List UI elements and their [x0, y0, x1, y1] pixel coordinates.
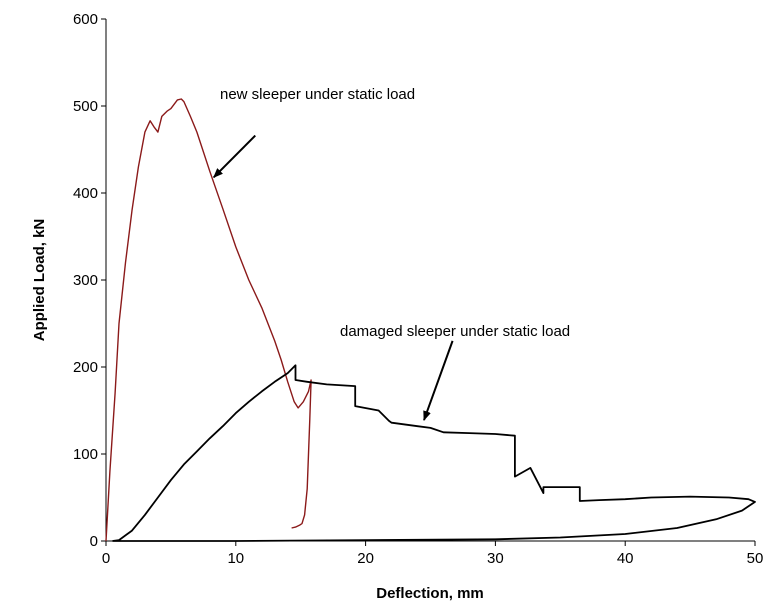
x-tick-label: 30	[487, 550, 504, 567]
axes: 0 100 200 300 400 500 600 0 10 20 30 40 50	[73, 11, 763, 567]
annotation-label: new sleeper under static load	[220, 86, 415, 103]
x-tick-label: 40	[617, 550, 634, 567]
series-line-damaged	[112, 364, 756, 542]
y-tick-label: 300	[73, 272, 98, 289]
y-tick-label: 200	[73, 359, 98, 376]
x-tick-label: 20	[357, 550, 374, 567]
annotation-arrow	[213, 134, 256, 179]
y-tick-label: 400	[73, 185, 98, 202]
series-line-new	[105, 98, 312, 542]
y-tick-label: 100	[73, 446, 98, 463]
x-tick-label: 0	[102, 550, 110, 567]
y-axis-title: Applied Load, kN	[31, 219, 48, 342]
series-layer	[105, 98, 756, 542]
y-tick-label: 500	[73, 98, 98, 115]
x-tick-label: 50	[747, 550, 764, 567]
annotation-layer: new sleeper under static load damaged sle…	[213, 86, 570, 422]
annotation-arrow	[423, 340, 454, 422]
annotation-label: damaged sleeper under static load	[340, 323, 570, 340]
x-tick-label: 10	[227, 550, 244, 567]
y-tick-label: 0	[90, 533, 98, 550]
x-axis-title: Deflection, mm	[376, 585, 484, 602]
y-tick-label: 600	[73, 11, 98, 28]
